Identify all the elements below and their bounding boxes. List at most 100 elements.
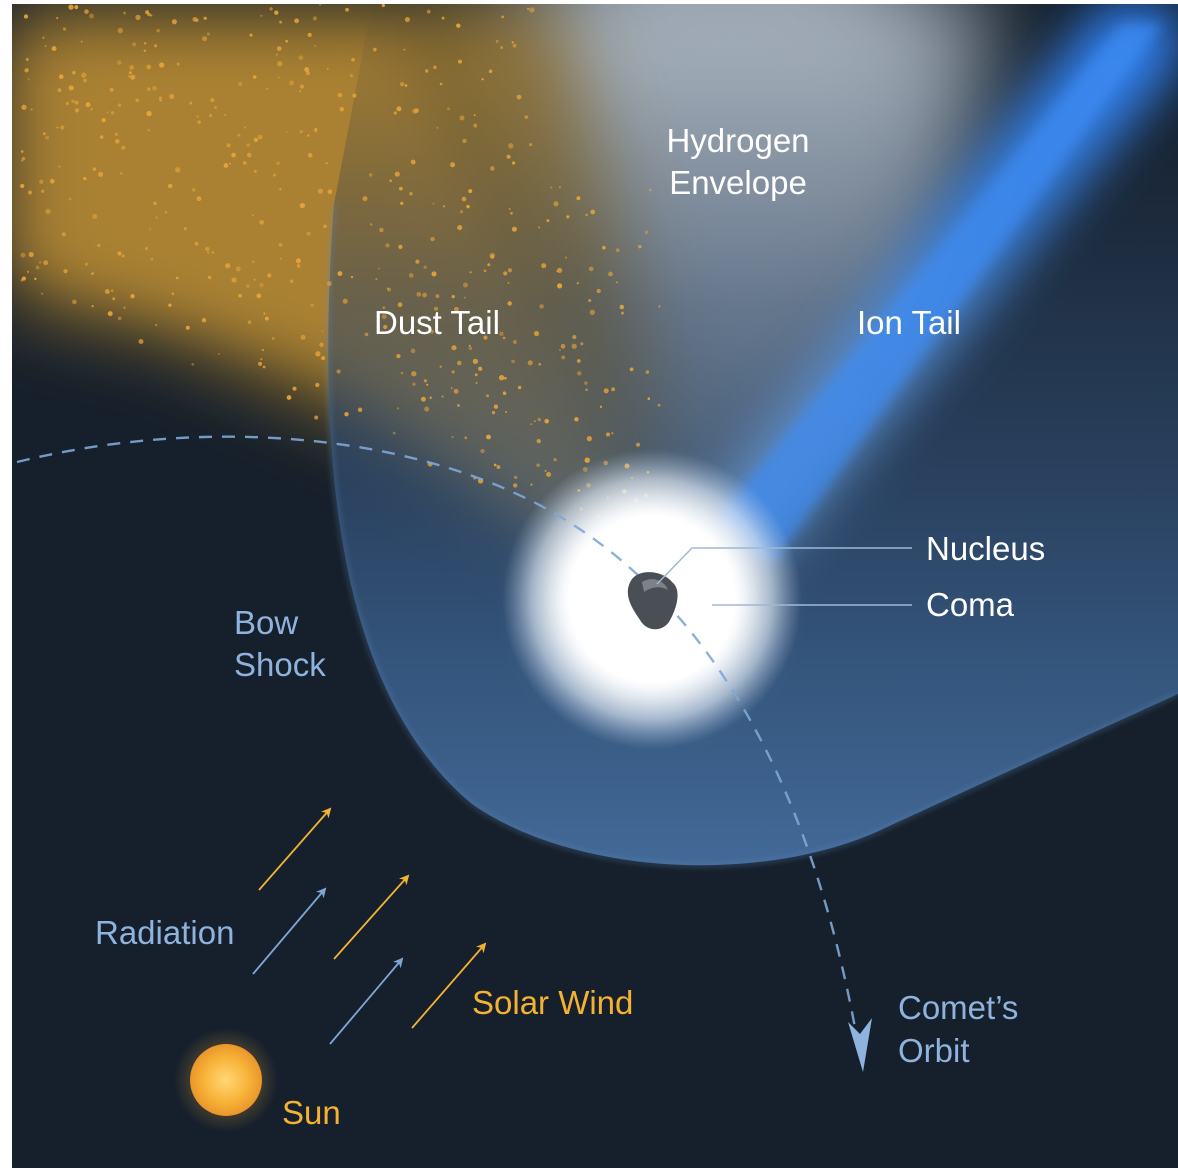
dust-speck: [71, 99, 75, 103]
dust-speck: [362, 196, 368, 202]
dust-speck: [310, 303, 314, 308]
dust-speck: [342, 298, 348, 304]
dust-speck: [317, 188, 324, 194]
radiation-arrow: [252, 887, 327, 975]
dust-speck: [85, 102, 91, 108]
dust-speck: [252, 75, 257, 79]
dust-speck: [483, 335, 488, 340]
dust-speck: [319, 342, 324, 348]
dust-speck: [114, 132, 119, 137]
dust-speck: [364, 332, 369, 337]
dust-speck: [398, 244, 403, 250]
dust-speck: [529, 7, 535, 13]
dust-speck: [386, 287, 390, 290]
dust-speck: [603, 388, 609, 394]
dust-speck: [253, 137, 258, 142]
dust-speck: [392, 431, 396, 435]
dust-speck: [114, 138, 120, 144]
dust-speck: [414, 108, 420, 113]
dust-speck: [43, 260, 49, 266]
dust-speck: [41, 189, 45, 193]
dust-speck: [206, 32, 210, 36]
dust-speck: [400, 201, 404, 206]
dust-speck: [39, 179, 44, 184]
dust-speck: [468, 344, 471, 347]
dust-speck: [295, 258, 301, 264]
dust-speck: [321, 356, 326, 361]
dust-speck: [586, 436, 592, 442]
dust-speck: [574, 417, 579, 422]
dust-speck: [431, 271, 437, 277]
dust-speck: [84, 262, 88, 266]
dust-speck: [423, 265, 427, 269]
dust-speck: [246, 152, 252, 158]
dust-speck: [26, 68, 29, 71]
dust-speck: [158, 96, 162, 100]
dust-speck: [537, 418, 541, 422]
dust-speck: [561, 355, 566, 360]
dust-speck: [41, 292, 44, 295]
dust-speck: [327, 189, 333, 195]
dust-speck: [546, 219, 550, 223]
dust-speck: [410, 159, 416, 165]
dust-speck: [147, 129, 150, 132]
dust-speck: [91, 272, 94, 275]
dust-speck: [486, 394, 490, 398]
dust-speck: [242, 161, 247, 165]
dust-speck: [557, 283, 563, 289]
dust-speck: [513, 475, 518, 480]
dust-speck: [382, 306, 386, 310]
dust-speck: [251, 214, 254, 217]
dust-speck: [274, 10, 279, 15]
dust-speck: [500, 46, 504, 49]
dust-speck: [299, 202, 306, 209]
dust-speck: [304, 67, 310, 73]
dust-speck: [457, 360, 462, 366]
dust-speck: [495, 39, 499, 43]
dust-speck: [58, 74, 64, 80]
dust-speck: [439, 365, 442, 368]
dust-speck: [253, 169, 257, 173]
dust-speck: [153, 201, 157, 205]
dust-speck: [57, 88, 62, 93]
dust-speck: [336, 369, 341, 374]
dust-speck: [20, 150, 24, 153]
dust-speck: [393, 111, 397, 115]
dust-speck: [194, 18, 199, 22]
dust-speck: [228, 162, 232, 165]
dust-speck: [244, 126, 246, 129]
dust-speck: [621, 311, 624, 315]
dust-speck: [423, 379, 427, 383]
dust-speck: [434, 306, 438, 311]
dust-speck: [502, 391, 507, 395]
dust-speck: [26, 270, 30, 273]
dust-speck: [231, 152, 236, 158]
dust-speck: [439, 82, 443, 86]
label-sun: Sun: [282, 1094, 341, 1131]
dust-speck: [325, 162, 328, 165]
dust-speck: [560, 343, 566, 349]
dust-speck: [493, 404, 499, 409]
dust-speck: [91, 304, 94, 308]
dust-speck: [526, 7, 530, 11]
dust-speck: [279, 20, 282, 24]
dust-speck: [475, 381, 478, 385]
dust-speck: [602, 245, 606, 250]
dust-speck: [130, 74, 136, 80]
dust-speck: [435, 294, 440, 299]
dust-speck: [279, 188, 282, 191]
dust-speck: [266, 87, 269, 90]
dust-speck: [150, 14, 153, 17]
dust-speck: [399, 186, 403, 191]
dust-speck: [146, 64, 152, 70]
solar-wind-arrows: [258, 807, 487, 1029]
dust-speck: [541, 263, 547, 269]
dust-speck: [576, 196, 581, 201]
dust-speck: [351, 57, 355, 62]
dust-speck: [159, 62, 165, 68]
dust-speck: [145, 247, 148, 250]
dust-speck: [21, 276, 26, 281]
dust-speck: [121, 254, 125, 258]
dust-speck: [185, 325, 190, 330]
dust-speck: [424, 406, 430, 412]
